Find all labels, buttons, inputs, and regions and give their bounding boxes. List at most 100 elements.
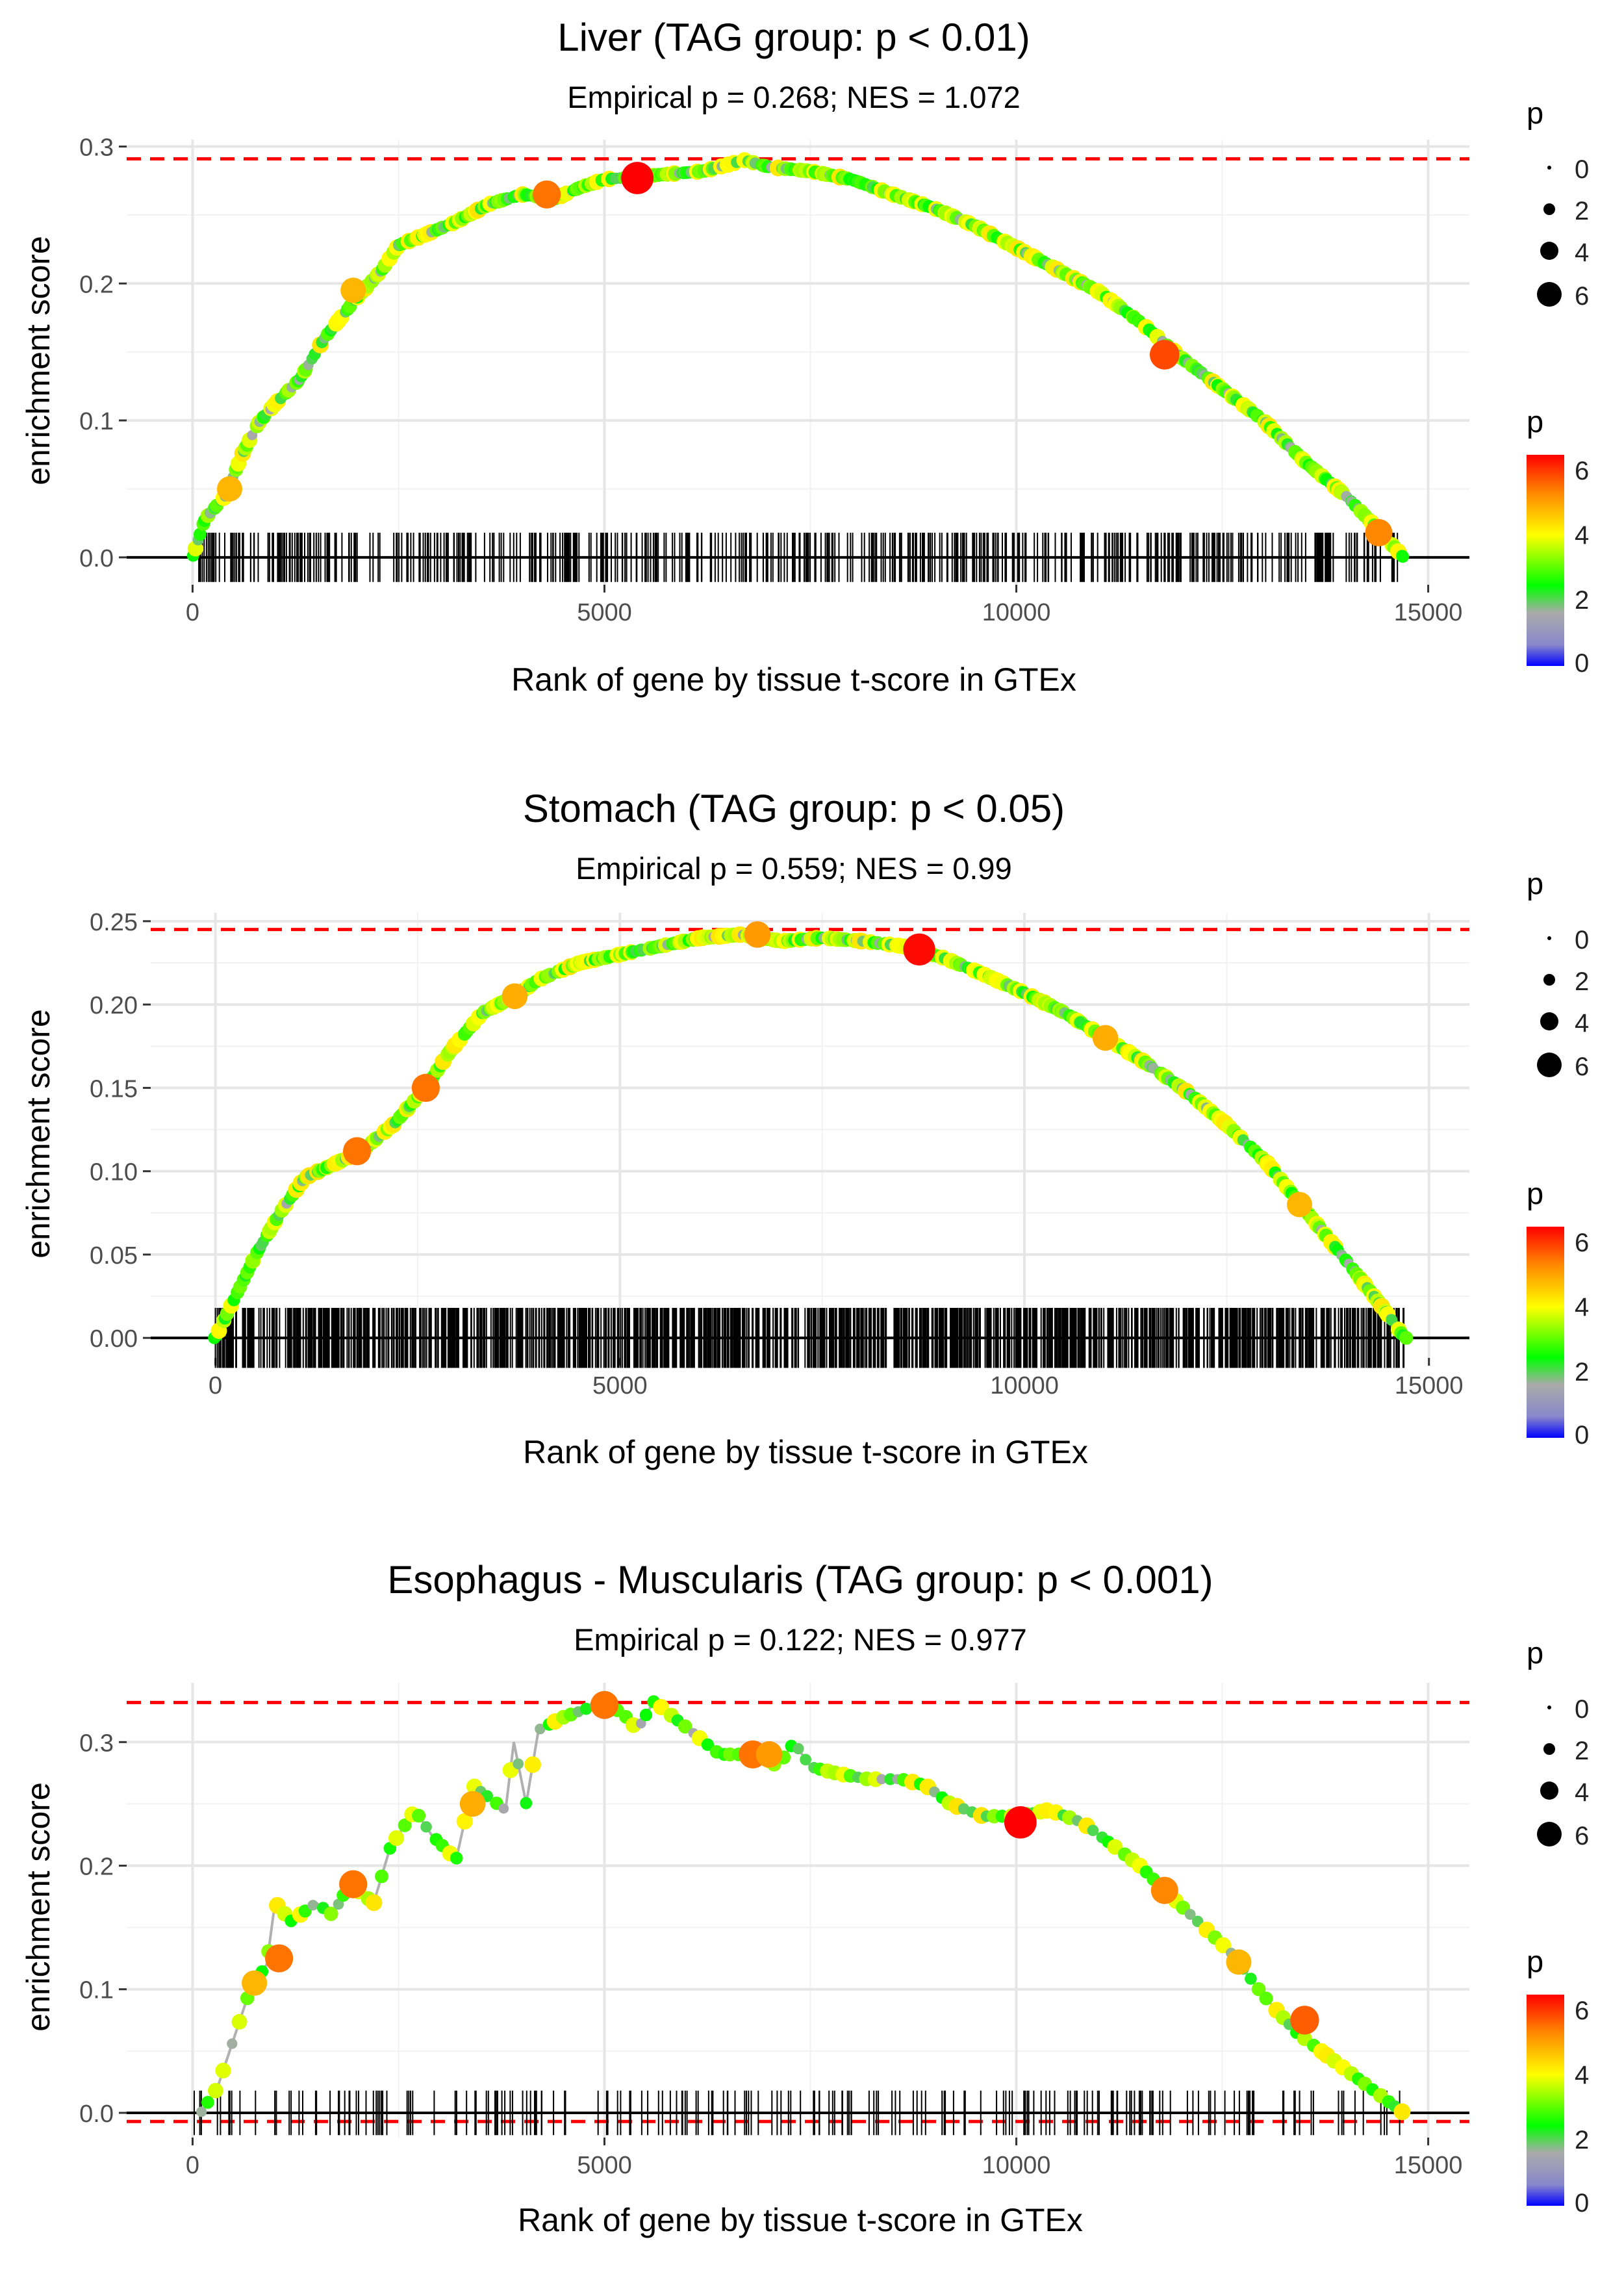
chart-title: Liver (TAG group: p < 0.01) [557,16,1030,59]
x-tick-label: 0 [186,599,199,626]
gene-point-highlight [339,1870,368,1898]
gene-point [800,1754,811,1766]
gene-point-highlight [343,1137,372,1166]
legend-color-label: 4 [1575,1293,1589,1322]
gene-point [1396,550,1410,563]
plot-area: 0.0 0.1 0.2 0.3 0 5000 10000 15000 [79,1683,1469,2179]
color-bar [1527,1227,1564,1438]
gene-point-highlight [459,1791,486,1817]
legend-size-title: p [1527,96,1543,130]
gene-point [398,1818,412,1832]
legend-size-dot-0 [1547,936,1551,940]
x-axis-label: Rank of gene by tissue t-score in GTEx [511,661,1076,698]
x-axis-label: Rank of gene by tissue t-score in GTEx [518,2202,1083,2238]
legend-size-label: 6 [1575,1822,1589,1850]
legend-color-label: 2 [1575,586,1589,615]
gene-point [215,2062,231,2078]
plot-area: 0.0 0.1 0.2 0.3 0 5000 10000 15000 [79,134,1469,626]
y-tick-label: 0.20 [90,992,138,1019]
legend-color-label: 6 [1575,1997,1589,2025]
gene-point-highlight [590,1691,619,1719]
panel-liver: Liver (TAG group: p < 0.01) Empirical p … [20,16,1589,698]
gene-point-highlight [744,921,771,948]
legend-color: p 6 4 2 0 [1527,1944,1589,2217]
gene-point-highlight [533,180,561,209]
legend-color-label: 0 [1575,2189,1589,2217]
gene-point-highlight [1290,2006,1319,2035]
legend-color-title: p [1527,1176,1543,1210]
legend-color-label: 0 [1575,649,1589,678]
panel-esophagus-muscularis: Esophagus - Muscularis (TAG group: p < 0… [20,1558,1589,2238]
y-tick-label: 0.00 [90,1325,138,1353]
x-tick-label: 5000 [577,2152,632,2179]
legend-color-label: 6 [1575,457,1589,485]
x-tick-label: 15000 [1394,599,1463,626]
gene-point-highlight [1150,1876,1178,1904]
gene-point [513,1758,524,1770]
gene-point [701,1738,715,1751]
legend-size-dot-4 [1540,1782,1558,1800]
legend-color: p 6 4 2 0 [1527,404,1589,678]
legend-size: p 0 2 4 6 [1527,96,1589,311]
legend-color-title: p [1527,404,1543,439]
gene-point [636,1718,646,1729]
chart-subtitle: Empirical p = 0.268; NES = 1.072 [567,80,1021,114]
legend-color-title: p [1527,1944,1543,1978]
gene-point [579,1702,592,1715]
y-tick-label: 0.1 [79,1977,114,2004]
legend-size-dot-4 [1540,1012,1558,1030]
gene-point [639,1708,653,1722]
y-tick-label: 0.0 [79,545,114,572]
legend-size: p 0 2 4 6 [1527,866,1589,1081]
gene-point [456,1813,473,1830]
gene-point [1191,1915,1204,1928]
legend-color: p 6 4 2 0 [1527,1176,1589,1450]
x-tick-label: 5000 [577,599,632,626]
gene-point-highlight [1365,518,1393,546]
legend-size-dot-6 [1537,1822,1562,1846]
y-tick-label: 0.3 [79,1730,114,1757]
x-tick-label: 10000 [982,2152,1051,2179]
plot-area: 0.00 0.05 0.10 0.15 0.20 0.25 0 5000 10000 15000 [90,909,1469,1399]
legend-size-title: p [1527,1635,1543,1670]
gene-point [535,1723,546,1735]
legend-size-label: 0 [1575,926,1589,954]
legend-size-title: p [1527,866,1543,901]
y-tick-label: 0.1 [79,408,114,435]
panel-stomach: Stomach (TAG group: p < 0.05) Empirical … [20,787,1589,1470]
gene-point [1245,1973,1257,1985]
legend-size-label: 0 [1575,155,1589,184]
legend-color-label: 4 [1575,521,1589,550]
gene-point-highlight [340,277,366,303]
y-tick-label: 0.2 [79,271,114,298]
gene-point [524,1756,541,1773]
gene-point [194,528,207,541]
gene-point [1399,1331,1414,1345]
x-tick-label: 15000 [1394,2152,1463,2179]
color-bar [1527,1995,1564,2206]
gene-point-highlight [242,1970,268,1996]
legend-size-label: 4 [1575,1009,1589,1038]
legend-color-label: 4 [1575,2061,1589,2089]
gene-point [876,1774,887,1785]
gene-point [227,2038,238,2049]
gene-point-highlight [217,476,242,502]
gene-point [420,1821,432,1833]
x-tick-label: 15000 [1395,1372,1464,1399]
gene-point [1251,1982,1266,1997]
legend-color-label: 2 [1575,1358,1589,1386]
gene-rug [194,2090,1401,2136]
gene-point [1184,1909,1196,1920]
gene-point [1393,2103,1411,2121]
y-tick-label: 0.25 [90,909,138,936]
gene-point [375,1869,388,1884]
gene-point-highlight [903,933,935,965]
gene-rug [198,532,1399,582]
color-bar [1527,455,1564,666]
gene-point-highlight [1287,1192,1312,1218]
legend-size-label: 6 [1575,282,1589,311]
legend-size-dot-2 [1543,1743,1555,1755]
gene-point [412,1809,426,1823]
x-axis-label: Rank of gene by tissue t-score in GTEx [523,1434,1088,1470]
